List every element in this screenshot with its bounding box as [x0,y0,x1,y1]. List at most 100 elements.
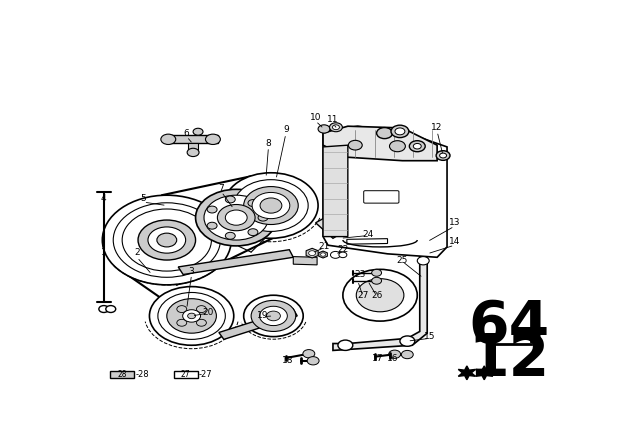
Text: 3: 3 [189,267,195,276]
Circle shape [187,148,199,156]
Circle shape [436,151,450,160]
Circle shape [122,209,211,271]
Text: 16: 16 [387,353,398,362]
Circle shape [102,195,231,285]
Text: 21: 21 [318,242,330,251]
Circle shape [251,301,296,332]
Circle shape [417,257,429,265]
Circle shape [196,306,206,313]
Text: 25: 25 [397,256,408,265]
Circle shape [148,227,186,253]
Text: 28: 28 [117,370,127,379]
Text: 5: 5 [141,194,147,203]
Text: 22: 22 [337,245,349,254]
Circle shape [348,140,362,150]
Circle shape [182,310,200,322]
Text: 1: 1 [101,248,107,257]
Polygon shape [168,135,218,143]
Polygon shape [188,143,198,152]
Circle shape [218,204,255,231]
Polygon shape [219,309,297,340]
FancyBboxPatch shape [364,191,399,203]
Circle shape [177,319,187,326]
Circle shape [343,269,417,321]
Circle shape [395,128,405,135]
Circle shape [177,306,187,313]
Circle shape [413,143,421,149]
Circle shape [234,180,308,232]
Circle shape [188,313,196,319]
Text: 10: 10 [310,113,321,122]
Circle shape [307,357,319,365]
Polygon shape [323,145,348,237]
Text: 2: 2 [134,248,140,257]
Text: 8: 8 [266,139,271,148]
Circle shape [204,195,269,240]
Polygon shape [319,251,327,258]
Polygon shape [316,219,340,238]
Circle shape [225,210,247,225]
Circle shape [138,220,196,260]
Circle shape [248,200,258,207]
Circle shape [388,350,401,358]
Circle shape [196,319,206,326]
Circle shape [321,253,326,256]
Circle shape [356,279,404,312]
Circle shape [106,306,116,313]
Circle shape [372,277,381,284]
Circle shape [330,123,342,132]
Text: 64: 64 [468,298,550,355]
Circle shape [339,252,347,258]
Text: 14: 14 [449,237,460,246]
Circle shape [196,190,277,246]
Text: 4: 4 [101,194,107,203]
Polygon shape [458,366,476,380]
Polygon shape [293,257,317,265]
Circle shape [224,173,318,238]
Polygon shape [178,250,293,275]
Circle shape [260,306,287,326]
Circle shape [390,141,405,152]
Polygon shape [323,126,447,257]
Circle shape [266,311,280,321]
Polygon shape [476,366,493,380]
FancyBboxPatch shape [173,371,198,379]
Polygon shape [333,238,428,350]
Circle shape [225,196,236,203]
Circle shape [318,125,330,133]
Circle shape [158,293,225,340]
Circle shape [440,153,447,158]
Circle shape [391,125,409,138]
Circle shape [157,233,177,247]
Circle shape [258,214,268,221]
Circle shape [252,193,290,219]
Circle shape [244,186,298,224]
FancyBboxPatch shape [110,371,134,379]
Circle shape [260,198,282,213]
Circle shape [401,350,413,359]
Circle shape [410,141,425,152]
Text: 6: 6 [184,129,189,138]
Text: 27: 27 [181,370,191,379]
Text: 19: 19 [257,311,268,320]
Circle shape [150,287,234,345]
Circle shape [372,269,381,276]
Circle shape [303,349,315,358]
Polygon shape [306,248,318,258]
Circle shape [248,229,258,236]
Circle shape [113,203,220,277]
Circle shape [308,251,316,255]
Text: -27: -27 [199,370,212,379]
Circle shape [400,336,415,346]
Polygon shape [323,126,437,161]
Circle shape [225,233,236,239]
Text: 15: 15 [424,332,435,341]
Circle shape [99,306,109,313]
Circle shape [207,222,217,229]
Polygon shape [347,239,388,244]
Circle shape [193,128,203,135]
Text: -28: -28 [136,370,149,379]
Text: 27: 27 [357,291,369,300]
Circle shape [167,299,216,333]
Circle shape [161,134,176,145]
